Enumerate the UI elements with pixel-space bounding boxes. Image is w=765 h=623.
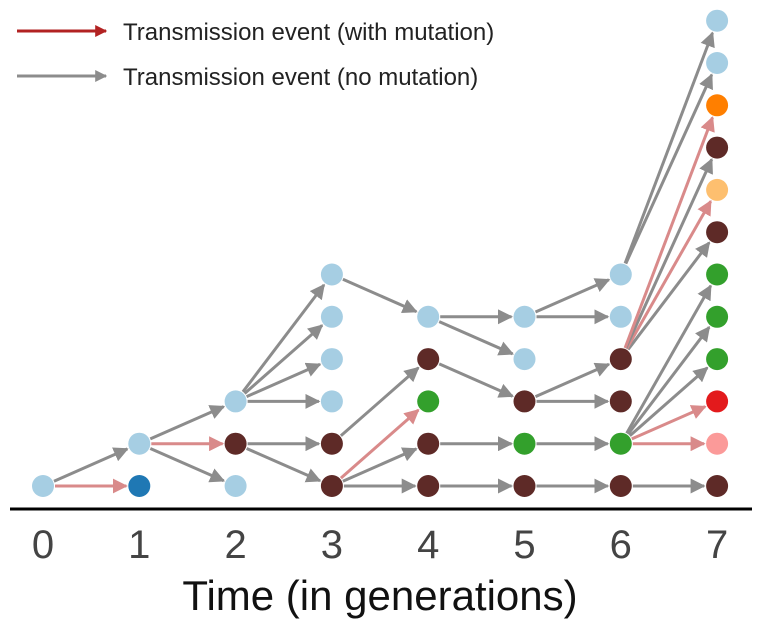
- edge-no-mutation: [628, 366, 709, 437]
- tick-label-2: 2: [224, 523, 246, 567]
- node-gen7-green: [706, 305, 729, 328]
- edge-mutation: [623, 116, 715, 349]
- node-gen4-light-blue: [417, 305, 440, 328]
- legend-no-mutation-label: Transmission event (no mutation): [123, 64, 478, 91]
- node-gen4-dark-brown: [417, 475, 440, 497]
- tick-label-6: 6: [610, 523, 632, 567]
- node-gen1-dark-blue: [128, 475, 151, 497]
- edge-mutation: [625, 199, 713, 350]
- node-gen7-green: [706, 263, 729, 286]
- node-gen2-light-blue: [224, 390, 247, 413]
- node-gen3-light-blue: [320, 263, 343, 286]
- node-gen5-dark-brown: [513, 390, 536, 413]
- edge-no-mutation: [626, 241, 711, 351]
- node-gen3-light-blue: [320, 305, 343, 328]
- edge-no-mutation: [245, 362, 322, 398]
- node-gen7-red: [706, 390, 729, 413]
- node-gen7-dark-brown: [706, 475, 729, 497]
- node-gen6-dark-brown: [609, 475, 632, 497]
- node-gen2-light-blue: [224, 475, 247, 497]
- axis-title: Time (in generations): [182, 572, 577, 619]
- edge-no-mutation: [624, 158, 714, 349]
- edge-mutation: [339, 408, 420, 480]
- node-gen4-dark-brown: [417, 348, 440, 371]
- tick-label-1: 1: [128, 523, 150, 567]
- edge-no-mutation: [149, 405, 226, 441]
- node-gen5-green: [513, 432, 536, 455]
- node-gen7-light-blue: [706, 52, 729, 74]
- node-gen4-dark-brown: [417, 432, 440, 455]
- edge-no-mutation: [438, 362, 514, 398]
- node-gen3-dark-brown: [320, 432, 343, 455]
- time-axis: 0 1 2 3 4 5 6 7 Time (in generations): [10, 507, 752, 619]
- edge-no-mutation: [53, 447, 129, 483]
- edge-no-mutation: [438, 320, 514, 356]
- node-gen4-green: [417, 390, 440, 413]
- node-gen3-dark-brown: [320, 475, 343, 497]
- node-gen7-light-blue: [706, 9, 729, 32]
- transmission-edges: [53, 31, 715, 494]
- node-gen7-pink: [706, 432, 729, 455]
- edge-no-mutation: [245, 447, 322, 483]
- edge-mutation: [631, 405, 707, 441]
- node-gen7-light-orange: [706, 178, 729, 201]
- node-gen6-green: [609, 432, 632, 455]
- edge-no-mutation: [626, 326, 711, 436]
- edge-no-mutation: [241, 283, 326, 393]
- node-gen5-dark-brown: [513, 475, 536, 497]
- edge-no-mutation: [339, 366, 420, 437]
- node-gen6-light-blue: [609, 305, 632, 328]
- tick-label-3: 3: [321, 523, 343, 567]
- tick-label-0: 0: [32, 523, 54, 567]
- node-gen6-light-blue: [609, 263, 632, 286]
- node-gen6-dark-brown: [609, 348, 632, 371]
- node-gen5-light-blue: [513, 348, 536, 371]
- edge-no-mutation: [625, 284, 713, 435]
- legend: Transmission event (with mutation) Trans…: [17, 19, 494, 91]
- edge-no-mutation: [624, 73, 714, 265]
- node-gen2-dark-brown: [224, 432, 247, 455]
- edge-no-mutation: [342, 447, 418, 483]
- node-gen1-light-blue: [128, 432, 151, 455]
- edge-no-mutation: [623, 31, 715, 264]
- node-gen5-light-blue: [513, 305, 536, 328]
- node-gen7-orange: [706, 94, 729, 117]
- legend-mutation-label: Transmission event (with mutation): [123, 19, 494, 46]
- node-gen6-dark-brown: [609, 390, 632, 413]
- edge-no-mutation: [149, 447, 226, 483]
- node-gen3-light-blue: [320, 348, 343, 371]
- axis-ticks: 0 1 2 3 4 5 6 7: [32, 523, 728, 567]
- node-gen7-green: [706, 348, 729, 371]
- node-gen7-dark-brown: [706, 221, 729, 244]
- node-gen3-light-blue: [320, 390, 343, 413]
- tick-label-7: 7: [706, 523, 728, 567]
- node-gen7-dark-brown: [706, 136, 729, 159]
- edge-no-mutation: [534, 362, 611, 398]
- tick-label-4: 4: [417, 523, 439, 567]
- edge-no-mutation: [534, 278, 611, 314]
- node-gen0-light-blue: [32, 475, 54, 497]
- edge-no-mutation: [243, 324, 324, 395]
- individual-nodes: [32, 9, 729, 497]
- tick-label-5: 5: [513, 523, 535, 567]
- edge-no-mutation: [342, 277, 418, 314]
